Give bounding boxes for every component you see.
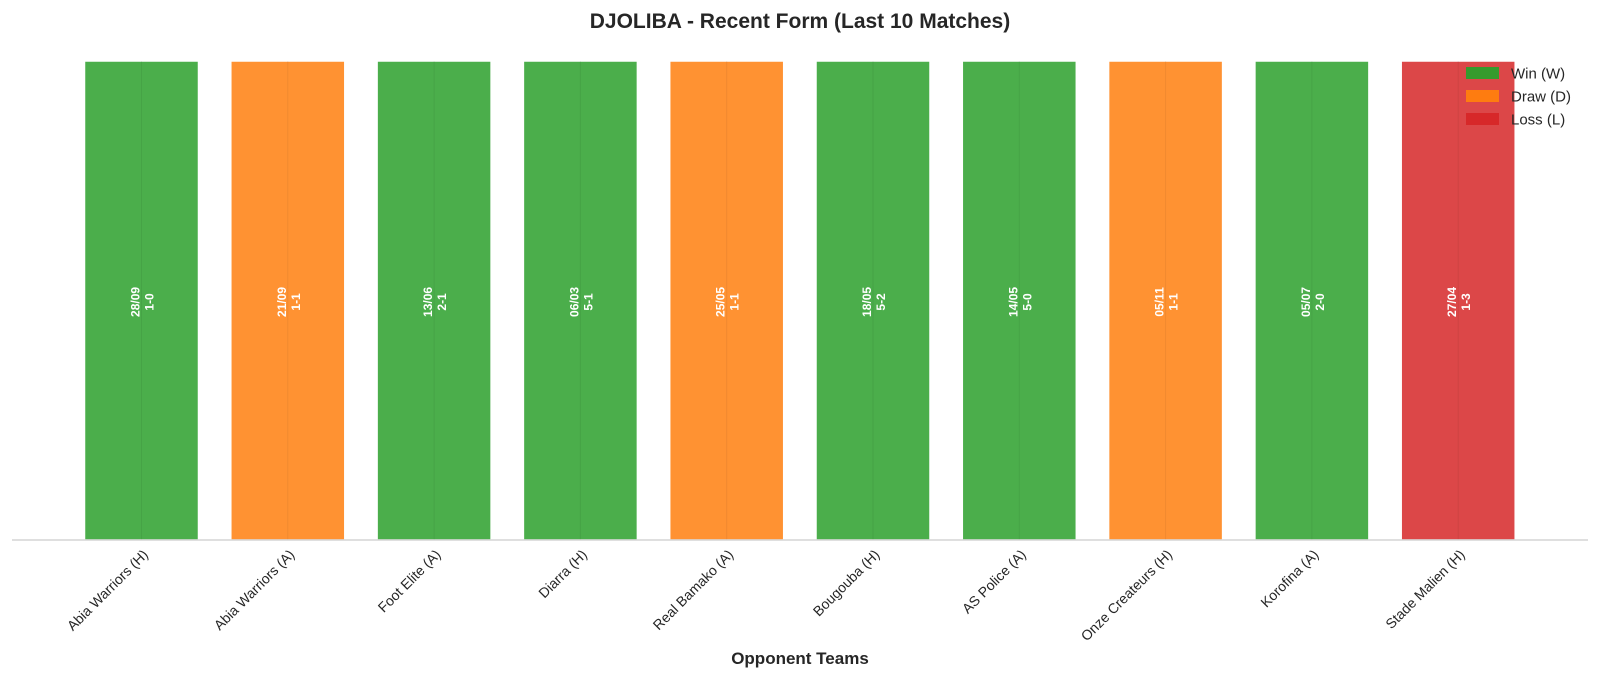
legend: Win (W) Draw (D) Loss (L) (1466, 65, 1571, 128)
legend-swatch-l (1466, 113, 1499, 125)
bar-2 (230, 60, 346, 541)
bar-label-3: 13/062-1 (421, 287, 449, 317)
bar-label-8: 05/111-1 (1153, 287, 1181, 317)
x-tick-label-8: Onze Createurs (H) (1077, 546, 1175, 644)
x-tick-label-7: AS Police (A) (959, 546, 1029, 616)
x-tick-label-10: Stade Malien (H) (1382, 546, 1468, 632)
bar-label-6: 18/055-2 (860, 287, 888, 317)
bars-group: 28/091-0 21/091-1 13/062-1 06/035-1 25/051-1… (83, 60, 1516, 541)
x-tick-label-5: Real Bamako (A) (650, 546, 737, 633)
bar-score: 5-0 (1020, 293, 1034, 311)
bar-score: 2-1 (435, 293, 449, 311)
bar-score: 2-0 (1313, 293, 1327, 311)
bar-9 (1254, 60, 1370, 541)
bar-1 (83, 60, 200, 541)
bar-date: 25/05 (714, 287, 728, 317)
bar-label-2: 21/091-1 (275, 287, 303, 317)
legend-label-d: Draw (D) (1511, 88, 1571, 105)
bar-8 (1107, 60, 1224, 541)
x-tick-label-6: Bougouba (H) (810, 546, 883, 619)
bar-score: 5-1 (581, 293, 595, 311)
bar-label-7: 14/055-0 (1006, 287, 1034, 317)
bar-date: 27/04 (1445, 287, 1459, 317)
bar-label-9: 05/072-0 (1299, 287, 1327, 317)
bar-label-4: 06/035-1 (567, 287, 595, 317)
bar-date: 06/03 (567, 287, 581, 317)
bar-date: 13/06 (421, 287, 435, 317)
bar-score: 1-3 (1459, 293, 1473, 311)
bar-date: 21/09 (275, 287, 289, 317)
bar-date: 05/07 (1299, 287, 1313, 317)
chart-title: DJOLIBA - Recent Form (Last 10 Matches) (590, 10, 1010, 33)
x-tick-label-3: Foot Elite (A) (375, 546, 444, 615)
bar-label-1: 28/091-0 (129, 287, 157, 317)
legend-swatch-d (1466, 90, 1499, 102)
x-tick-label-2: Abia Warriors (A) (211, 546, 298, 633)
x-tick-label-9: Korofina (A) (1257, 546, 1321, 610)
bar-date: 28/09 (129, 287, 143, 317)
bar-score: 5-2 (874, 293, 888, 311)
bar-6 (815, 60, 931, 541)
bar-score: 1-0 (143, 293, 157, 311)
bar-label-10: 27/041-3 (1445, 287, 1473, 317)
x-tick-label-1: Abia Warriors (H) (64, 546, 151, 633)
bar-3 (376, 60, 492, 541)
legend-label-l: Loss (L) (1511, 111, 1565, 128)
bar-date: 14/05 (1006, 287, 1020, 317)
bar-7 (961, 60, 1078, 541)
bar-10 (1400, 60, 1516, 541)
x-axis-label: Opponent Teams (731, 649, 869, 668)
bar-score: 1-1 (289, 293, 303, 311)
x-tick-label-4: Diarra (H) (535, 546, 590, 601)
bar-score: 1-1 (728, 293, 742, 311)
legend-swatch-w (1466, 67, 1499, 79)
x-tick-labels: Abia Warriors (H) Abia Warriors (A) Foot E… (64, 546, 1468, 644)
bar-label-5: 25/051-1 (714, 287, 742, 317)
legend-label-w: Win (W) (1511, 65, 1565, 82)
bar-score: 1-1 (1167, 293, 1181, 311)
bar-date: 05/11 (1153, 287, 1167, 317)
bar-date: 18/05 (860, 287, 874, 317)
